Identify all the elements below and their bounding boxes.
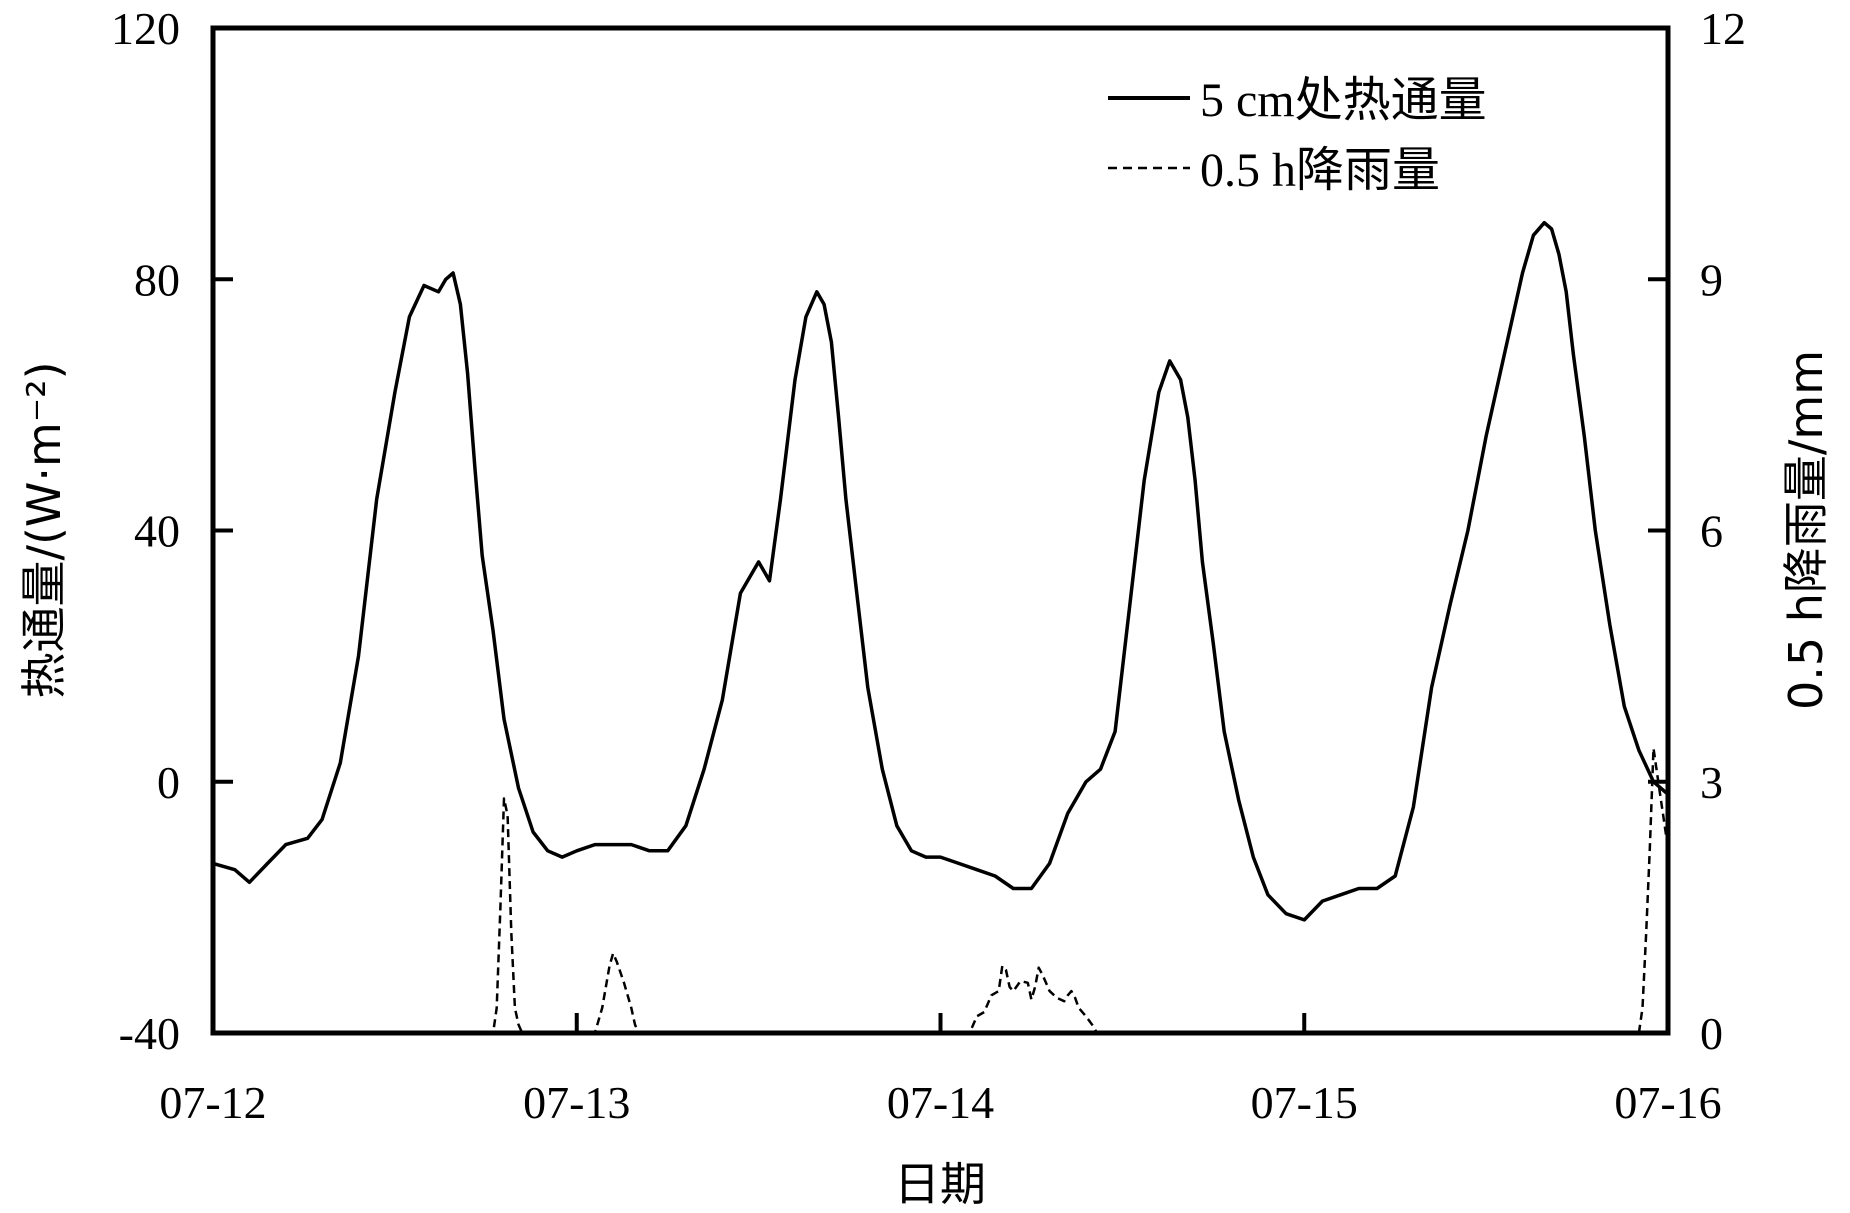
y2-tick-label: 0 [1700, 1008, 1723, 1059]
y2-tick-label: 3 [1700, 757, 1723, 808]
series-lines [212, 220, 1670, 1035]
x-axis-title: 日期 [894, 1157, 986, 1211]
series-line-rainfall [213, 747, 1670, 1035]
x-tick-label: 07-15 [1251, 1077, 1358, 1128]
y-tick-label: -40 [119, 1008, 180, 1059]
y-axis-title: 热通量/(W·m⁻²) [17, 361, 71, 698]
axis-ticks [211, 26, 1670, 1035]
x-tick-label: 07-16 [1614, 1077, 1721, 1128]
legend: 5 cm处热通量 0.5 h降雨量 [1108, 74, 1487, 197]
y-tick-label: 80 [134, 254, 180, 305]
x-tick-label: 07-12 [159, 1077, 266, 1128]
y2-tick-label: 9 [1700, 254, 1723, 305]
series-line-heat-flux [212, 220, 1670, 922]
x-tick-label: 07-13 [523, 1077, 630, 1128]
y-tick-label: 40 [134, 506, 180, 557]
y-tick-label: 120 [111, 3, 180, 54]
y-tick-label: 0 [157, 757, 180, 808]
legend-label-rainfall: 0.5 h降雨量 [1200, 144, 1440, 197]
y2-axis-title: 0.5 h降雨量/mm [1779, 350, 1833, 710]
y-axis-tick-labels: -40 0 40 80 120 [111, 3, 180, 1059]
legend-label-heat-flux: 5 cm处热通量 [1200, 74, 1487, 127]
y2-tick-label: 12 [1700, 3, 1746, 54]
x-tick-label: 07-14 [887, 1077, 994, 1128]
plot-frame [210, 25, 1671, 1036]
y2-axis-tick-labels: 0 3 6 9 12 [1700, 3, 1746, 1059]
x-axis-tick-labels: 07-12 07-13 07-14 07-15 07-16 [159, 1077, 1721, 1128]
y2-tick-label: 6 [1700, 506, 1723, 557]
